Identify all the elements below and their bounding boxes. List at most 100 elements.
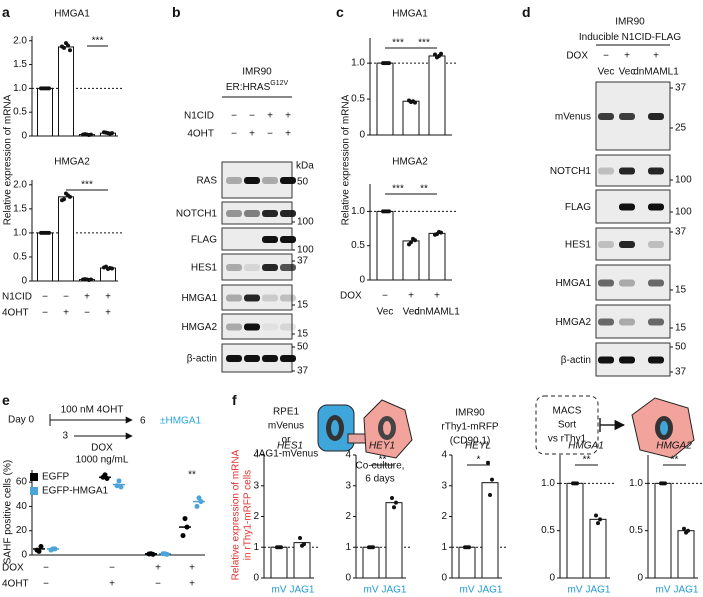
chart-title: HEY1	[369, 441, 395, 452]
data-point	[100, 474, 106, 480]
data-point	[118, 484, 124, 490]
panel-label: a	[2, 4, 10, 20]
significance-label: ***	[392, 38, 404, 49]
band	[244, 264, 260, 271]
data-point	[81, 132, 85, 137]
band	[619, 167, 635, 175]
data-point	[34, 547, 40, 553]
data-point	[387, 209, 391, 214]
diagram-text: (CD90.1)	[450, 436, 491, 447]
x-tick-label: JAG1	[289, 585, 314, 596]
row-label: HES1	[565, 240, 592, 251]
marker-label: 25	[675, 123, 687, 134]
legend-swatch	[30, 487, 38, 495]
blot-title-text: Inducible N1CID-FLAG	[579, 32, 681, 43]
timeline-text: 1000 ng/mL	[76, 455, 129, 466]
y-tick-label: 0	[549, 573, 555, 584]
row-label: HMGA2	[555, 317, 591, 328]
band	[598, 113, 614, 120]
lane-label: dnMAML1	[633, 67, 679, 78]
marker-label: 37	[297, 366, 309, 377]
row-label: HMGA1	[181, 293, 217, 304]
y-tick-label: 3	[253, 480, 259, 491]
y-tick-label: 0	[441, 573, 447, 584]
lane-label: +	[267, 111, 273, 122]
data-point	[39, 86, 43, 91]
band	[244, 355, 260, 362]
band	[262, 210, 278, 217]
blot-title: ER:HRASG12V	[226, 80, 289, 93]
x-tick-label: +	[84, 292, 90, 303]
y-axis-label: in rThy1-mRFP cells	[243, 470, 254, 560]
data-point	[164, 551, 170, 557]
data-point	[194, 503, 200, 509]
sorted-nucleus-inner	[660, 421, 668, 435]
band	[648, 113, 664, 120]
diagram-text: Co-culture,	[356, 461, 405, 472]
blot-title: IMR90	[242, 67, 272, 78]
panel-label: b	[172, 4, 181, 20]
marker-label: 37	[675, 367, 687, 378]
data-point	[413, 238, 417, 243]
data-point	[102, 130, 106, 135]
band	[226, 355, 242, 362]
data-point	[60, 44, 64, 49]
significance-label: ***	[81, 180, 93, 191]
x-tick-label: −	[84, 308, 90, 319]
row-label: RAS	[196, 176, 217, 187]
diagram-text: RPE1	[273, 407, 300, 418]
lane-label: +	[249, 129, 255, 140]
bar	[589, 518, 607, 579]
data-point	[686, 528, 690, 533]
x-tick-label: mV	[568, 585, 583, 596]
row-label: DOX	[340, 291, 362, 302]
band	[262, 294, 278, 302]
data-point	[467, 545, 471, 550]
data-point	[110, 131, 114, 136]
data-point	[110, 266, 114, 271]
row-label: 4OHT	[2, 579, 29, 590]
recipient-nucleus-inner	[383, 421, 391, 435]
data-point	[182, 516, 188, 522]
data-point	[433, 232, 437, 237]
data-point	[663, 481, 667, 486]
data-point	[371, 545, 375, 550]
x-tick-label: −	[382, 291, 388, 302]
diagram-shapes	[49, 395, 695, 459]
y-tick-label: 1.0	[351, 206, 365, 217]
chart-title: HMGA1	[568, 441, 604, 452]
significance-label: **	[583, 455, 591, 466]
y-tick-label: 60	[16, 477, 28, 488]
row-label: NOTCH1	[176, 209, 218, 220]
band	[619, 318, 635, 326]
data-point	[682, 526, 686, 531]
band	[598, 167, 614, 175]
y-tick-label: 0.5	[13, 107, 27, 118]
band	[648, 279, 664, 287]
band	[244, 177, 260, 184]
legend-label: EGFP-HMGA1	[42, 486, 109, 497]
band	[648, 203, 664, 211]
significance-label: **	[420, 184, 428, 195]
row-label: HMGA2	[181, 322, 217, 333]
band	[648, 167, 664, 175]
marker-label: 100	[675, 207, 692, 218]
bar	[402, 100, 420, 136]
data-point	[571, 481, 575, 486]
y-tick-label: 0.5	[13, 251, 27, 262]
data-point	[381, 61, 385, 66]
data-point	[39, 230, 43, 235]
band	[226, 210, 242, 217]
band	[226, 323, 242, 331]
y-axis-label: Relative expression of mRNA	[3, 94, 14, 225]
y-tick-label: 3	[441, 480, 447, 491]
band	[648, 356, 664, 364]
diagram-text: vs rThy1	[548, 434, 587, 445]
band	[619, 203, 635, 211]
panel-label: e	[2, 392, 10, 408]
diagram-text: or	[282, 435, 292, 446]
bar	[58, 46, 74, 137]
row-label: FLAG	[565, 202, 591, 213]
legend-swatch	[30, 473, 38, 481]
data-point	[116, 478, 122, 484]
